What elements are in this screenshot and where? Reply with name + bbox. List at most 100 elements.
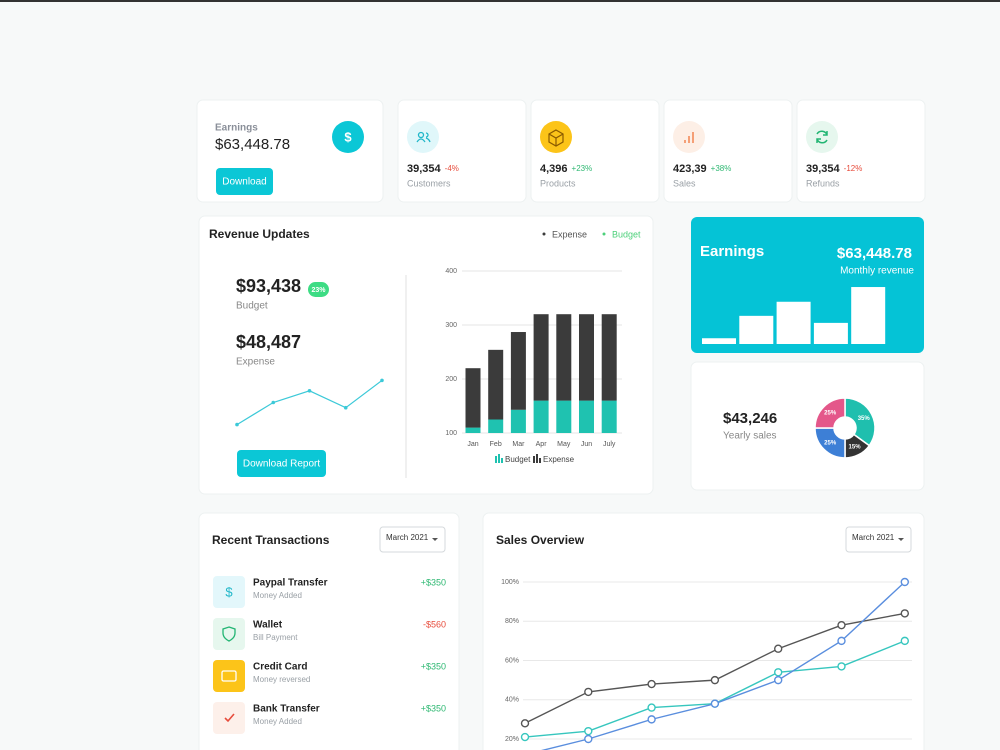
- legend-icon: [495, 456, 497, 463]
- icon-glyph: [688, 136, 690, 143]
- series-point: [837, 636, 846, 646]
- sparkline-point: [307, 389, 312, 393]
- series-point: [837, 662, 846, 671]
- legend-icon: [539, 458, 541, 463]
- stat-value-line: 39,354 -12%: [806, 163, 862, 175]
- series-point: [647, 679, 656, 689]
- transaction-icon-glyph: $: [225, 584, 233, 599]
- icon-glyph: [416, 132, 431, 143]
- series-point: [774, 668, 783, 677]
- x-tick-label: Jan: [467, 441, 478, 448]
- filter-dropdown[interactable]: [379, 526, 446, 553]
- transaction-amount: -$560: [423, 619, 446, 629]
- download-button[interactable]: [216, 168, 273, 195]
- expense-label: Expense: [236, 357, 275, 368]
- stat-change: +23%: [572, 164, 593, 173]
- stat-label: Refunds: [806, 178, 840, 188]
- yearly-label: Yearly sales: [723, 431, 777, 442]
- yearly-value: $43,246: [723, 410, 777, 427]
- transaction-amount: +$350: [421, 661, 446, 671]
- legend-label: Budget: [612, 229, 641, 239]
- transaction-detail: Money Added: [253, 717, 302, 726]
- bar-segment: [510, 332, 526, 410]
- stat-change: -4%: [445, 164, 459, 173]
- series-point: [647, 703, 656, 712]
- earnings-icon-glyph: $: [344, 129, 352, 144]
- filter-dropdown[interactable]: [845, 526, 912, 553]
- stat-label: Products: [540, 178, 576, 188]
- download-report-label: Download Report: [243, 459, 320, 470]
- transactions-card: [198, 512, 460, 750]
- budget-label: Budget: [236, 301, 268, 312]
- series-point: [900, 577, 909, 587]
- sparkline-point: [343, 405, 348, 410]
- stat-change: -12%: [844, 164, 863, 173]
- y-tick-label: 400: [445, 268, 457, 275]
- budget-badge: [308, 282, 329, 297]
- icon-glyph: [417, 131, 425, 139]
- transaction-name: Bank Transfer: [253, 704, 320, 715]
- series-point: [710, 699, 720, 708]
- earnings-label: Earnings: [215, 123, 258, 134]
- icon-glyph: [692, 132, 694, 143]
- bar-segment: [579, 314, 594, 401]
- sparkline-point: [271, 400, 276, 405]
- transaction-name: Wallet: [253, 620, 283, 631]
- sparkline-point: [380, 378, 384, 383]
- x-tick-label: July: [603, 441, 616, 448]
- stat-value: 39,354: [806, 163, 841, 175]
- bar-segment: [556, 400, 572, 433]
- legend-label: Budget: [505, 455, 531, 464]
- stat-value-line: 4,396 +23%: [540, 163, 592, 175]
- revenue-title: Revenue Updates: [209, 227, 310, 241]
- bar-segment: [601, 314, 617, 401]
- legend-icon: [533, 456, 535, 463]
- icon-glyph: [816, 130, 828, 144]
- series-point: [900, 636, 909, 646]
- transaction-icon-glyph: [221, 670, 237, 682]
- sales-overview-title: Sales Overview: [496, 533, 585, 547]
- legend-icon: [501, 458, 503, 463]
- stat-change: +38%: [711, 164, 732, 173]
- stat-value: 4,396: [540, 163, 568, 175]
- series-point: [520, 732, 530, 742]
- filter-label: March 2021: [386, 533, 429, 542]
- banner-title: Earnings: [700, 243, 764, 260]
- x-tick-label: Mar: [512, 441, 525, 448]
- banner-subtitle: Monthly revenue: [840, 266, 914, 277]
- transaction-amount: +$350: [421, 577, 446, 587]
- bar-segment: [601, 400, 617, 433]
- stat-value: 39,354: [407, 163, 442, 175]
- transaction-name: Credit Card: [253, 662, 307, 673]
- transactions-title: Recent Transactions: [212, 533, 330, 547]
- stat-label: Customers: [407, 178, 451, 188]
- donut-label: 35%: [858, 416, 871, 422]
- series-point: [520, 719, 530, 728]
- bar-segment: [465, 427, 481, 433]
- x-tick-label: Jun: [581, 441, 592, 448]
- download-button-label: Download: [222, 177, 266, 188]
- transaction-icon-glyph: [222, 626, 236, 642]
- transaction-detail: Money Added: [253, 591, 302, 600]
- earnings-value: $63,448.78: [215, 136, 290, 153]
- bar-segment: [533, 400, 549, 433]
- series-point: [584, 734, 593, 744]
- donut-label: 15%: [849, 444, 862, 450]
- dropdown-caret: [432, 538, 438, 541]
- banner-bar: [739, 315, 774, 344]
- bar-segment: [488, 419, 504, 433]
- series-point: [774, 644, 783, 653]
- stat-value-line: 39,354 -4%: [407, 163, 459, 175]
- icon-glyph: [684, 140, 686, 143]
- legend-dot: [602, 232, 606, 236]
- donut-label: 25%: [824, 440, 837, 446]
- transaction-detail: Bill Payment: [253, 633, 298, 642]
- y-tick-label: 20%: [505, 736, 519, 743]
- download-report-button[interactable]: [237, 450, 326, 477]
- series-point: [647, 715, 656, 724]
- bar-segment: [465, 368, 481, 428]
- y-tick-label: 80%: [505, 618, 519, 625]
- series-point: [710, 675, 720, 685]
- legend-icon: [536, 454, 538, 463]
